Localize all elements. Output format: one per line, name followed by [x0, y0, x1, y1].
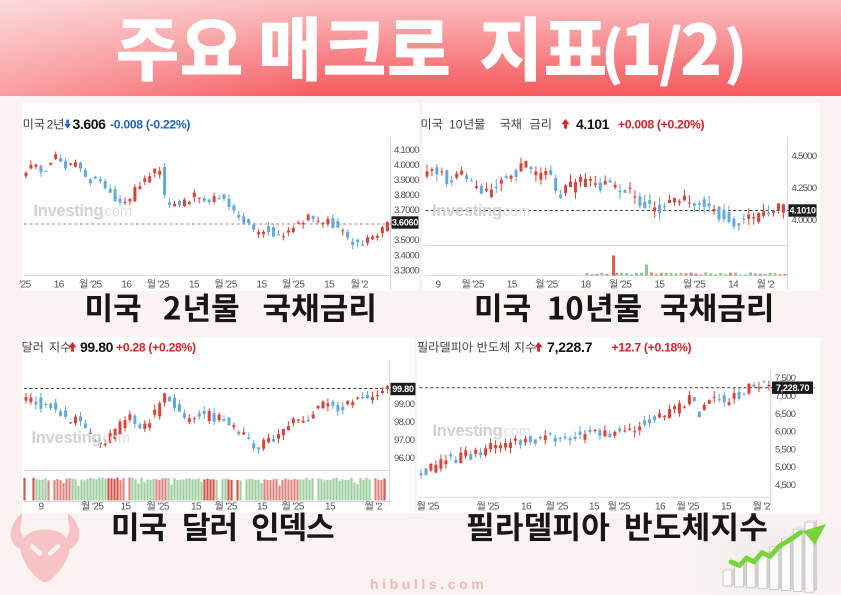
- svg-text:4.101: 4.101: [576, 116, 610, 132]
- svg-text:7,500: 7,500: [775, 373, 796, 384]
- svg-text:′25: ′25: [557, 502, 569, 513]
- svg-text:96.00: 96.00: [394, 453, 415, 464]
- svg-text:3.3000: 3.3000: [394, 265, 419, 276]
- svg-text:15: 15: [654, 280, 665, 291]
- svg-text:6,000: 6,000: [775, 427, 796, 438]
- svg-text:7,228.70: 7,228.70: [776, 383, 810, 393]
- svg-text:16: 16: [521, 502, 532, 513]
- svg-text:Investing: Investing: [34, 202, 104, 220]
- svg-text:4.1000: 4.1000: [394, 145, 419, 156]
- svg-text:6,500: 6,500: [775, 409, 796, 420]
- svg-text:.com: .com: [101, 204, 132, 220]
- svg-text:16: 16: [121, 280, 132, 291]
- svg-text:′2: ′2: [764, 502, 771, 513]
- svg-text:Investing: Investing: [32, 429, 102, 447]
- svg-text:15: 15: [325, 502, 336, 513]
- svg-text:hibulls.com: hibulls.com: [370, 576, 487, 592]
- svg-text:4.1010: 4.1010: [789, 206, 815, 216]
- svg-text:.com: .com: [99, 431, 130, 447]
- svg-text:5,000: 5,000: [775, 462, 796, 473]
- svg-text:4,500: 4,500: [775, 480, 796, 491]
- svg-text:′25: ′25: [19, 280, 31, 291]
- svg-text:99.80: 99.80: [80, 339, 114, 355]
- svg-text:′2: ′2: [362, 280, 369, 291]
- svg-text:16: 16: [54, 280, 65, 291]
- svg-text:15: 15: [191, 502, 202, 513]
- svg-text:2: 2: [47, 118, 54, 132]
- svg-text:99.80: 99.80: [392, 384, 414, 394]
- svg-text:′25: ′25: [619, 502, 631, 513]
- svg-text:′2: ′2: [768, 280, 775, 291]
- svg-text:3.606: 3.606: [73, 116, 107, 132]
- svg-text:′25: ′25: [488, 502, 500, 513]
- svg-text:3.9000: 3.9000: [394, 175, 419, 186]
- svg-text:10: 10: [449, 118, 463, 132]
- svg-text:15: 15: [120, 502, 131, 513]
- svg-text:′25: ′25: [546, 280, 558, 291]
- svg-text:7,228.7: 7,228.7: [547, 339, 593, 355]
- svg-text:18: 18: [581, 280, 592, 291]
- svg-text:Investing: Investing: [432, 202, 502, 220]
- svg-text:97.00: 97.00: [394, 435, 415, 446]
- svg-text:+0.008 (+0.20%): +0.008 (+0.20%): [618, 118, 705, 132]
- svg-text:′25: ′25: [90, 280, 102, 291]
- svg-text:′25: ′25: [158, 502, 170, 513]
- svg-text:4.5000: 4.5000: [792, 151, 817, 162]
- svg-text:99.00: 99.00: [394, 399, 415, 410]
- svg-text:+12.7 (+0.18%): +12.7 (+0.18%): [612, 341, 692, 355]
- svg-text:′25: ′25: [293, 502, 305, 513]
- svg-text:9: 9: [435, 280, 441, 291]
- svg-text:15: 15: [257, 502, 268, 513]
- svg-text:15: 15: [589, 502, 600, 513]
- svg-text:5,500: 5,500: [775, 444, 796, 455]
- svg-text:3.7000: 3.7000: [394, 205, 419, 216]
- svg-text:′25: ′25: [225, 280, 237, 291]
- svg-text:3.5000: 3.5000: [394, 235, 419, 246]
- svg-text:Investing: Investing: [433, 422, 503, 440]
- svg-text:.com: .com: [499, 204, 530, 220]
- svg-text:′25: ′25: [694, 280, 706, 291]
- svg-text:15: 15: [324, 280, 335, 291]
- svg-text:7,000: 7,000: [775, 391, 796, 402]
- svg-text:3.4000: 3.4000: [394, 250, 419, 261]
- svg-text:′25: ′25: [428, 502, 440, 513]
- svg-text:98.00: 98.00: [394, 417, 415, 428]
- svg-text:15: 15: [189, 280, 200, 291]
- svg-text:4.2500: 4.2500: [792, 183, 817, 194]
- svg-text:4.0000: 4.0000: [394, 160, 419, 171]
- svg-text:16: 16: [655, 502, 666, 513]
- svg-text:15: 15: [721, 502, 732, 513]
- svg-text:4.0000: 4.0000: [792, 215, 817, 226]
- svg-text:′25: ′25: [226, 502, 238, 513]
- svg-text:-0.008 (-0.22%): -0.008 (-0.22%): [110, 118, 190, 132]
- svg-text:.com: .com: [500, 424, 531, 440]
- svg-text:′2: ′2: [376, 502, 383, 513]
- svg-text:′25: ′25: [688, 502, 700, 513]
- svg-text:9: 9: [38, 502, 44, 513]
- svg-text:′25: ′25: [472, 280, 484, 291]
- svg-text:3.6060: 3.6060: [392, 218, 418, 228]
- svg-text:14: 14: [728, 280, 739, 291]
- svg-text:′25: ′25: [158, 280, 170, 291]
- svg-text:′25: ′25: [293, 280, 305, 291]
- svg-text:15: 15: [257, 280, 268, 291]
- svg-text:3.8000: 3.8000: [394, 190, 419, 201]
- svg-text:′25: ′25: [92, 502, 104, 513]
- svg-text:15: 15: [507, 280, 518, 291]
- svg-text:′25: ′25: [620, 280, 632, 291]
- svg-text:+0.28 (+0.28%): +0.28 (+0.28%): [116, 341, 196, 355]
